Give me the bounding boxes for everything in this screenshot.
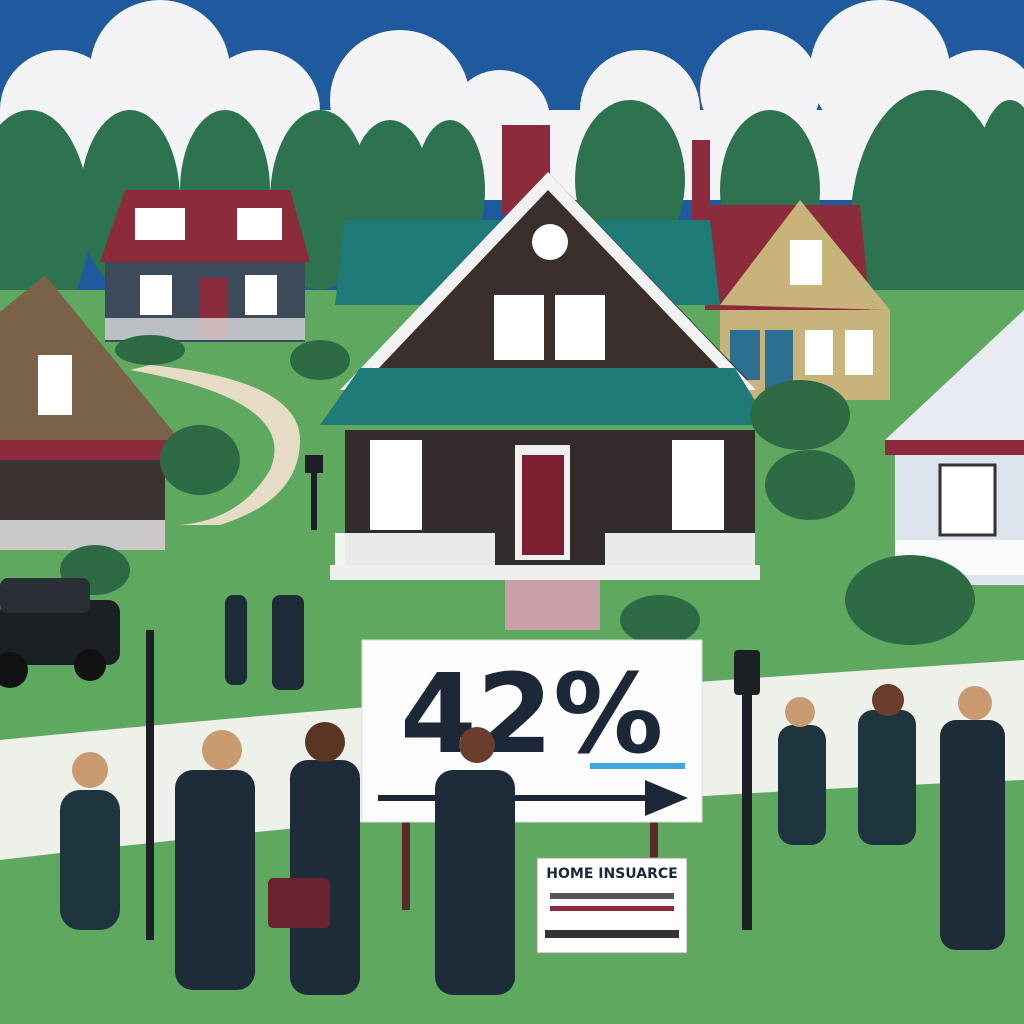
small-sign: HOME INSUARCE [536, 857, 688, 954]
people [60, 595, 1005, 995]
bushes [60, 335, 975, 645]
house-main [320, 125, 770, 630]
car [0, 578, 120, 688]
sign-text: 42% [400, 650, 663, 778]
small-sign-title: HOME INSUARCE [546, 866, 677, 882]
house-left [0, 275, 180, 550]
walkway [130, 365, 300, 525]
house-back-left [100, 190, 310, 342]
lamps [146, 455, 760, 940]
house-right [885, 310, 1024, 585]
big-sign: 42% [361, 639, 703, 910]
